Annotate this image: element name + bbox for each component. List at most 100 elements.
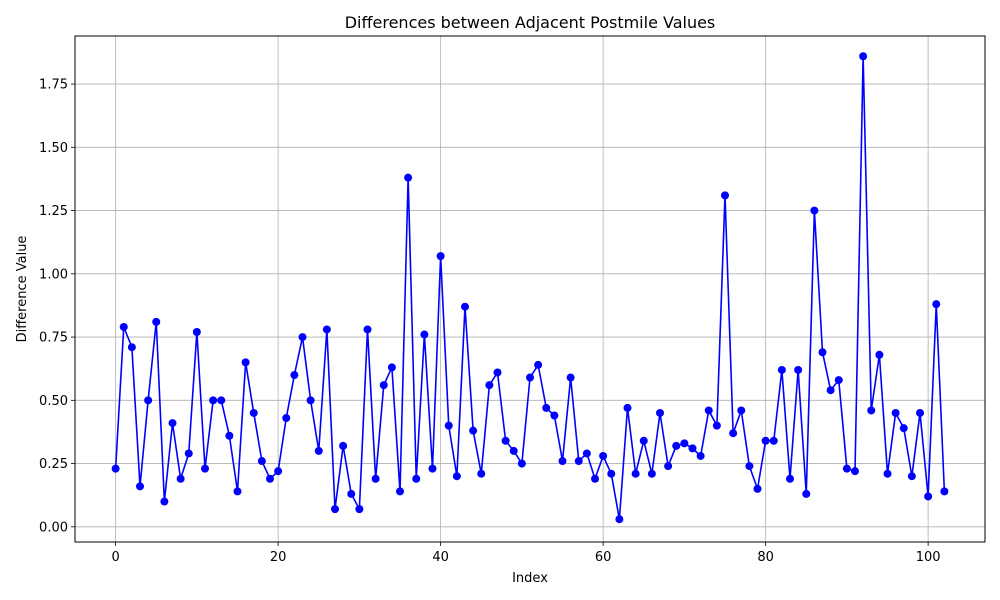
data-point	[412, 474, 421, 483]
x-axis-ticks: 0 20 40 60 80 100	[111, 542, 941, 565]
data-point	[119, 322, 128, 331]
data-point	[379, 381, 388, 390]
data-series	[111, 52, 949, 524]
data-point	[729, 429, 738, 438]
data-point	[574, 457, 583, 466]
data-point	[753, 484, 762, 493]
data-point	[932, 300, 941, 309]
data-point	[916, 408, 924, 417]
data-point	[550, 411, 559, 420]
data-point	[615, 515, 624, 524]
data-point	[924, 492, 933, 501]
y-tick-label: 0.25	[39, 457, 68, 472]
data-point	[639, 436, 648, 445]
data-point	[867, 406, 876, 415]
x-tick-label: 20	[270, 550, 287, 565]
data-point	[404, 173, 413, 182]
data-point	[786, 474, 794, 483]
data-point	[306, 396, 315, 405]
data-point	[672, 441, 681, 450]
data-point	[875, 350, 884, 359]
data-point	[347, 489, 356, 498]
data-point	[794, 365, 803, 374]
data-point	[493, 368, 502, 377]
data-point	[623, 403, 632, 412]
data-point	[144, 396, 153, 405]
chart-title: Differences between Adjacent Postmile Va…	[345, 13, 716, 32]
data-point	[249, 408, 258, 417]
y-tick-label: 1.75	[39, 78, 68, 93]
data-point	[233, 487, 242, 496]
data-point	[851, 467, 859, 476]
data-point	[363, 325, 372, 334]
data-point	[834, 376, 843, 385]
data-point	[192, 328, 201, 337]
x-tick-label: 0	[111, 550, 119, 565]
data-point	[420, 330, 429, 339]
y-tick-label: 1.25	[39, 204, 68, 219]
data-point	[266, 474, 274, 483]
data-point	[721, 191, 729, 200]
data-point	[111, 464, 120, 473]
data-point	[290, 371, 299, 380]
data-point	[582, 449, 591, 458]
x-tick-label: 60	[595, 550, 612, 565]
data-point	[656, 408, 664, 417]
data-point	[241, 358, 250, 367]
plot-area-frame	[74, 35, 986, 543]
data-point	[566, 373, 575, 382]
data-point	[452, 472, 461, 481]
y-axis-ticks: 0.00 0.25 0.50 0.75 1.00 1.25 1.50 1.75	[39, 78, 75, 535]
data-point	[534, 360, 543, 369]
data-point	[777, 365, 786, 374]
y-tick-label: 0.75	[39, 331, 68, 346]
data-point	[201, 464, 209, 473]
data-point	[761, 436, 770, 445]
data-point	[355, 505, 364, 514]
data-point	[826, 386, 835, 395]
data-point	[331, 505, 339, 514]
data-point	[591, 474, 599, 483]
data-point	[339, 441, 348, 450]
data-point	[737, 406, 746, 415]
data-point	[469, 426, 478, 435]
data-point	[883, 469, 892, 478]
data-point	[152, 317, 161, 326]
data-point	[217, 396, 226, 405]
data-point	[891, 408, 900, 417]
data-point	[387, 363, 396, 372]
y-tick-label: 0.00	[39, 520, 68, 535]
data-point	[485, 381, 494, 390]
x-tick-label: 80	[757, 550, 774, 565]
data-point	[517, 459, 526, 468]
data-point	[209, 396, 218, 405]
data-point	[899, 424, 908, 433]
data-point	[396, 487, 404, 496]
data-point	[607, 469, 616, 478]
data-point	[526, 373, 534, 382]
data-point	[542, 403, 551, 412]
data-point	[859, 52, 868, 61]
data-point	[444, 421, 453, 430]
data-point	[176, 474, 185, 483]
y-tick-label: 1.50	[39, 141, 68, 156]
y-axis-title: Difference Value	[15, 236, 30, 343]
data-point	[810, 206, 819, 215]
data-point	[558, 457, 567, 466]
data-point	[225, 431, 234, 440]
data-point	[688, 444, 697, 453]
data-point	[298, 333, 307, 342]
y-tick-label: 0.50	[39, 394, 68, 409]
x-tick-label: 100	[916, 550, 941, 565]
data-point	[745, 462, 754, 471]
data-point	[282, 414, 291, 423]
data-point	[818, 348, 827, 357]
data-point	[428, 464, 437, 473]
data-point	[842, 464, 851, 473]
x-axis-title: Index	[512, 571, 548, 586]
data-point	[461, 302, 469, 311]
data-point	[371, 474, 380, 483]
data-point	[160, 497, 169, 506]
